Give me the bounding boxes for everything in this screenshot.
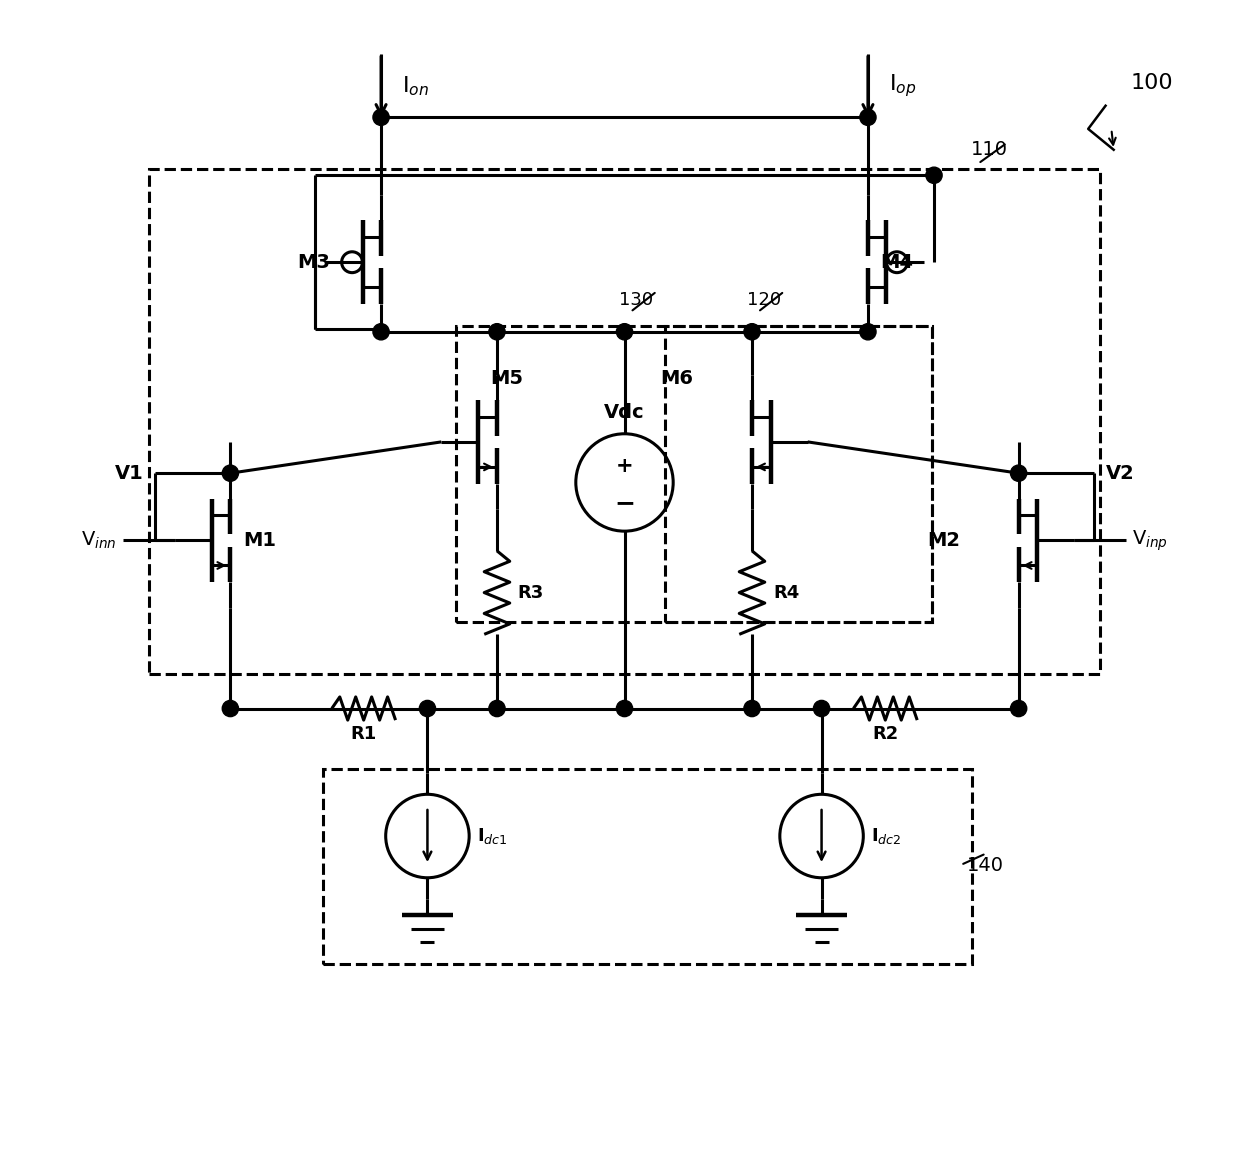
Text: R4: R4 — [773, 583, 799, 602]
Circle shape — [1010, 701, 1027, 717]
Text: −: − — [615, 492, 634, 515]
Text: I$_{on}$: I$_{on}$ — [402, 74, 428, 98]
Circle shape — [926, 167, 942, 184]
Circle shape — [859, 324, 876, 339]
Circle shape — [222, 701, 239, 717]
Text: 110: 110 — [972, 141, 1008, 159]
Circle shape — [859, 109, 876, 125]
Circle shape — [1010, 465, 1027, 481]
Text: I$_{dc2}$: I$_{dc2}$ — [872, 826, 902, 846]
Text: 100: 100 — [1130, 72, 1173, 93]
Text: V$_{inp}$: V$_{inp}$ — [1133, 529, 1168, 553]
Text: R1: R1 — [351, 725, 377, 743]
Text: 120: 120 — [747, 292, 781, 309]
Circle shape — [373, 324, 390, 339]
Circle shape — [744, 701, 761, 717]
Circle shape — [617, 701, 632, 717]
Circle shape — [744, 324, 761, 339]
Text: 140: 140 — [967, 855, 1003, 875]
Text: V2: V2 — [1105, 464, 1134, 482]
Text: I$_{op}$: I$_{op}$ — [889, 72, 917, 100]
Circle shape — [488, 701, 505, 717]
Text: M6: M6 — [661, 368, 693, 388]
Bar — [664, 327, 932, 622]
Text: V1: V1 — [115, 464, 144, 482]
Text: M5: M5 — [490, 368, 523, 388]
Text: I$_{dc1}$: I$_{dc1}$ — [477, 826, 508, 846]
Circle shape — [617, 324, 632, 339]
Text: V$_{inn}$: V$_{inn}$ — [81, 530, 116, 551]
Circle shape — [420, 701, 436, 717]
Text: R3: R3 — [518, 583, 545, 602]
Text: M4: M4 — [881, 252, 913, 272]
Text: +: + — [616, 457, 633, 476]
Circle shape — [488, 324, 505, 339]
Circle shape — [373, 109, 390, 125]
Text: M3: M3 — [297, 252, 330, 272]
Text: R2: R2 — [872, 725, 898, 743]
Circle shape — [813, 701, 829, 717]
Circle shape — [222, 465, 239, 481]
Text: Vdc: Vdc — [605, 403, 644, 423]
Bar — [323, 769, 972, 963]
Bar — [456, 327, 932, 622]
Bar — [149, 170, 1100, 674]
Text: 130: 130 — [620, 292, 653, 309]
Text: M2: M2 — [927, 531, 959, 550]
Text: M1: M1 — [242, 531, 276, 550]
